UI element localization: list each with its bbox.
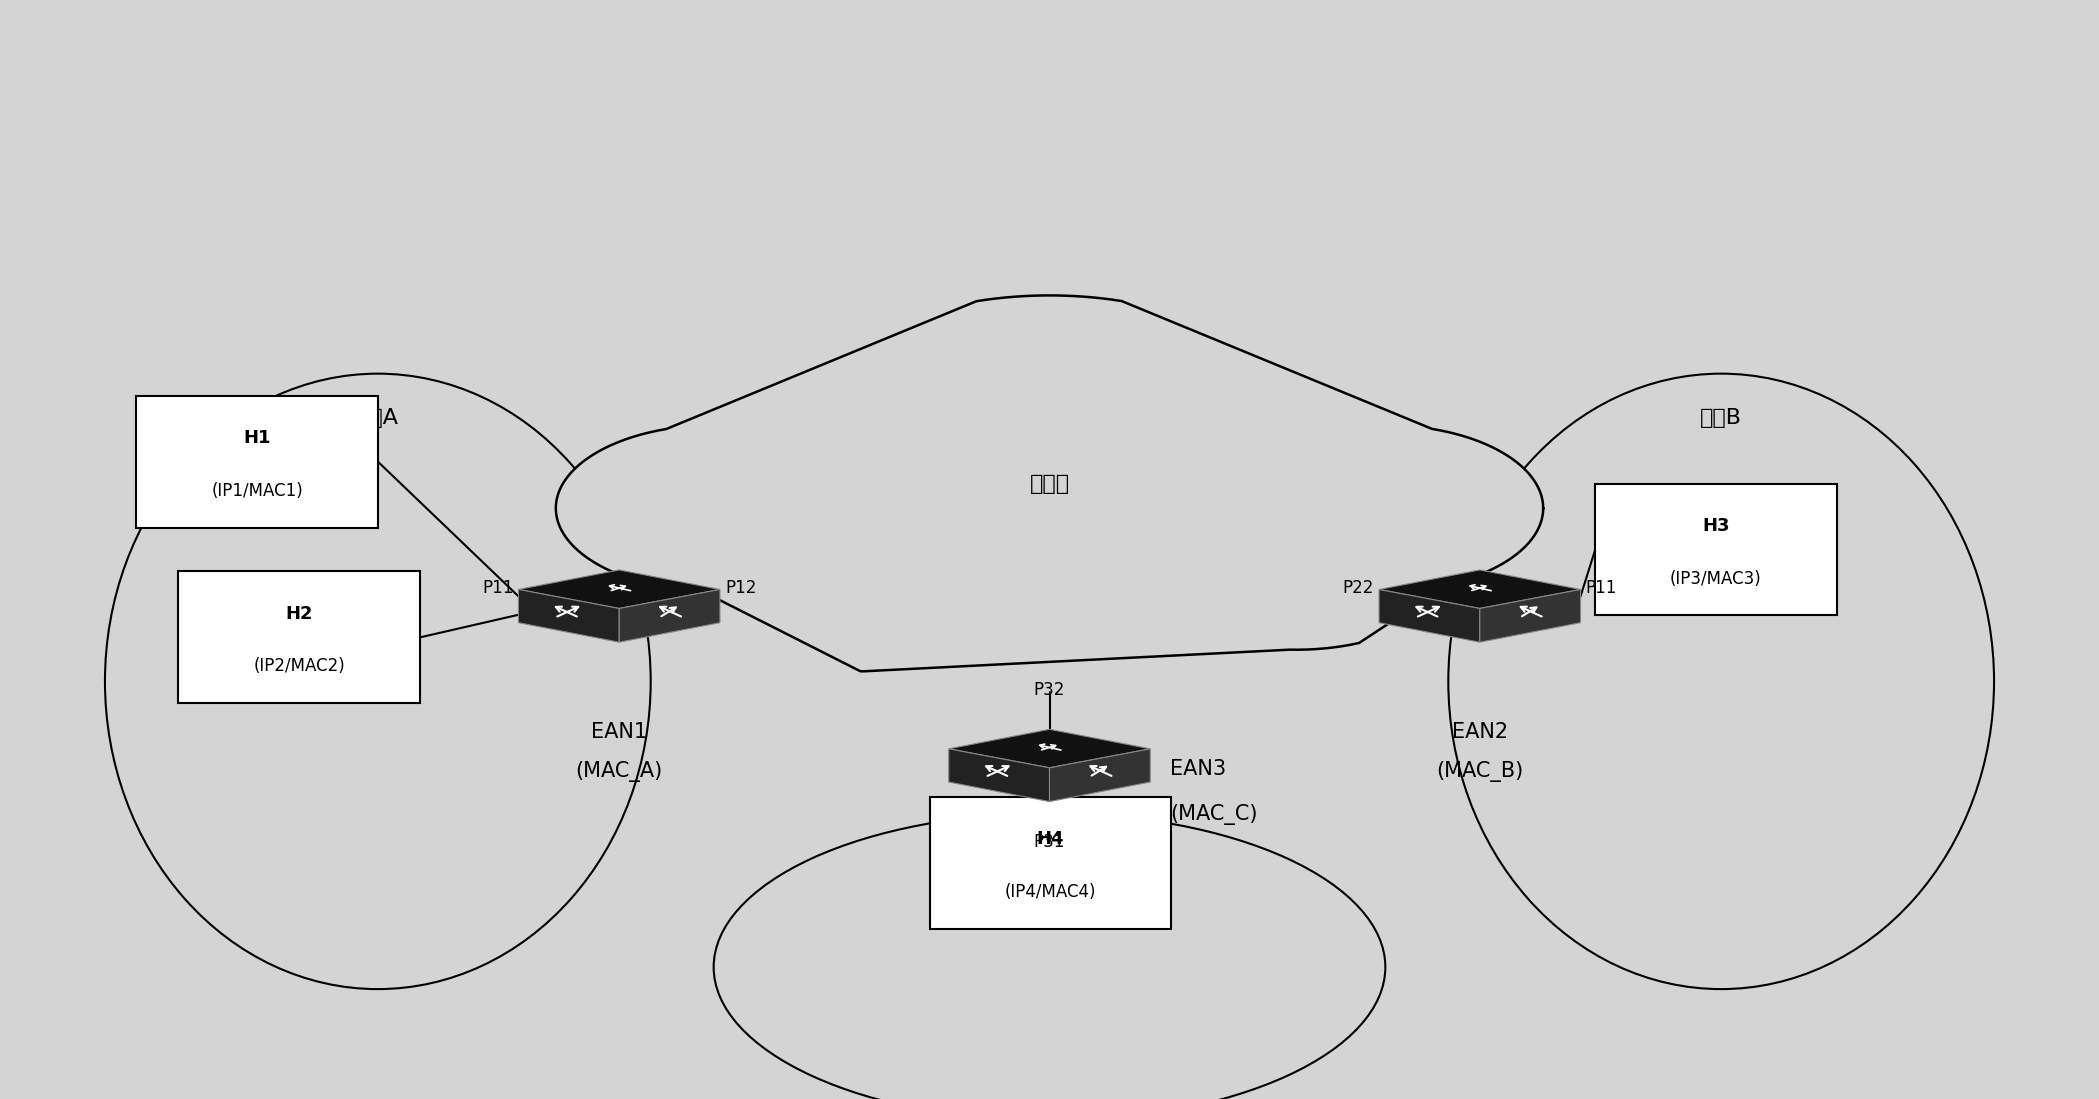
Text: P32: P32 — [1035, 681, 1064, 699]
FancyBboxPatch shape — [178, 571, 420, 703]
Circle shape — [697, 487, 1050, 671]
Text: (IP1/MAC1): (IP1/MAC1) — [212, 481, 302, 500]
Polygon shape — [1379, 570, 1581, 609]
FancyBboxPatch shape — [136, 396, 378, 528]
Ellipse shape — [1448, 374, 1994, 989]
Circle shape — [900, 490, 1287, 693]
Ellipse shape — [714, 813, 1385, 1099]
Circle shape — [1226, 425, 1543, 591]
Circle shape — [802, 296, 1297, 554]
FancyBboxPatch shape — [1595, 484, 1837, 615]
Text: H2: H2 — [285, 604, 313, 623]
Text: P22: P22 — [1343, 579, 1375, 598]
Text: P12: P12 — [724, 579, 756, 598]
Text: (IP2/MAC2): (IP2/MAC2) — [254, 657, 344, 676]
Text: P11: P11 — [1585, 579, 1616, 598]
Polygon shape — [619, 589, 720, 642]
Text: H3: H3 — [1702, 517, 1730, 535]
Polygon shape — [518, 589, 619, 642]
Text: 站点C: 站点C — [1029, 847, 1070, 867]
Text: 站点B: 站点B — [1700, 408, 1742, 428]
Circle shape — [556, 425, 873, 591]
Text: (MAC_A): (MAC_A) — [575, 761, 663, 781]
Text: (MAC_C): (MAC_C) — [1171, 804, 1257, 825]
Polygon shape — [949, 730, 1150, 768]
Text: P31: P31 — [1035, 833, 1064, 852]
Polygon shape — [556, 296, 1543, 671]
Circle shape — [1050, 353, 1438, 555]
Text: EAN2: EAN2 — [1453, 722, 1507, 742]
Text: (MAC_B): (MAC_B) — [1436, 761, 1524, 781]
Text: P11: P11 — [483, 579, 514, 598]
Text: (IP4/MAC4): (IP4/MAC4) — [1005, 882, 1096, 901]
Circle shape — [661, 353, 1050, 555]
Polygon shape — [1050, 748, 1150, 801]
Polygon shape — [949, 748, 1050, 801]
Ellipse shape — [105, 374, 651, 989]
Text: 站点A: 站点A — [357, 408, 399, 428]
Text: H4: H4 — [1037, 830, 1064, 848]
Text: (IP3/MAC3): (IP3/MAC3) — [1671, 569, 1761, 588]
Polygon shape — [1480, 589, 1581, 642]
Circle shape — [1138, 484, 1455, 650]
Text: 骨干网: 骨干网 — [1029, 474, 1070, 493]
Text: EAN1: EAN1 — [592, 722, 646, 742]
Polygon shape — [518, 570, 720, 609]
Text: EAN3: EAN3 — [1171, 759, 1226, 779]
FancyBboxPatch shape — [930, 797, 1171, 929]
Polygon shape — [1379, 589, 1480, 642]
Text: H1: H1 — [243, 429, 271, 447]
